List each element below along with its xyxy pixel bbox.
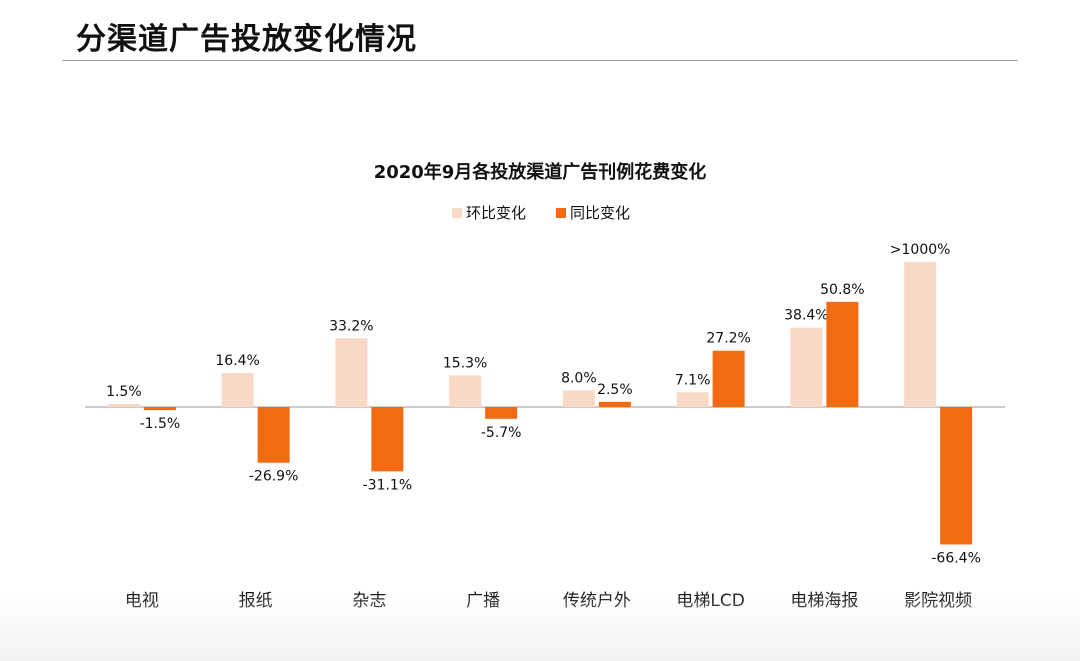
bar-1-3: [485, 407, 518, 419]
bar-0-6: [790, 327, 823, 407]
page-title: 分渠道广告投放变化情况: [76, 22, 417, 57]
data-label-1-5: 27.2%: [706, 331, 750, 347]
title-divider: [62, 60, 1018, 61]
data-label-1-4: 2.5%: [597, 382, 633, 398]
data-label-1-0: -1.5%: [140, 416, 181, 432]
data-label-0-6: 38.4%: [784, 308, 828, 324]
bottom-decoration: [0, 591, 1080, 661]
data-label-0-7: >1000%: [890, 242, 951, 258]
bar-1-1: [257, 407, 290, 463]
bar-0-3: [449, 375, 482, 407]
bar-1-5: [712, 350, 745, 407]
data-label-1-1: -26.9%: [249, 469, 299, 485]
bar-1-0: [143, 407, 176, 411]
bar-0-1: [221, 373, 254, 407]
data-label-0-3: 15.3%: [443, 355, 487, 371]
legend-swatch-0: [452, 208, 462, 218]
data-label-1-3: -5.7%: [481, 425, 522, 441]
bar-0-2: [335, 338, 368, 407]
data-label-0-4: 8.0%: [561, 370, 597, 386]
bar-1-2: [371, 407, 404, 472]
bar-1-4: [598, 401, 631, 407]
data-label-1-6: 50.8%: [820, 282, 864, 298]
data-label-0-5: 7.1%: [675, 372, 711, 388]
legend-swatch-1: [556, 208, 566, 218]
legend-label-1: 同比变化: [570, 204, 630, 222]
data-label-0-1: 16.4%: [215, 353, 259, 369]
bar-0-0: [107, 403, 140, 407]
legend-label-0: 环比变化: [466, 204, 526, 222]
bar-0-5: [676, 392, 709, 407]
bar-0-7: [904, 262, 937, 407]
bar-1-7: [940, 407, 973, 545]
bar-0-4: [562, 390, 595, 407]
data-label-1-7: -66.4%: [931, 550, 981, 566]
bar-1-6: [826, 301, 859, 407]
data-label-0-0: 1.5%: [106, 384, 142, 400]
data-label-0-2: 33.2%: [329, 318, 373, 334]
data-label-1-2: -31.1%: [363, 477, 413, 493]
chart-title: 2020年9月各投放渠道广告刊例花费变化: [374, 161, 707, 183]
